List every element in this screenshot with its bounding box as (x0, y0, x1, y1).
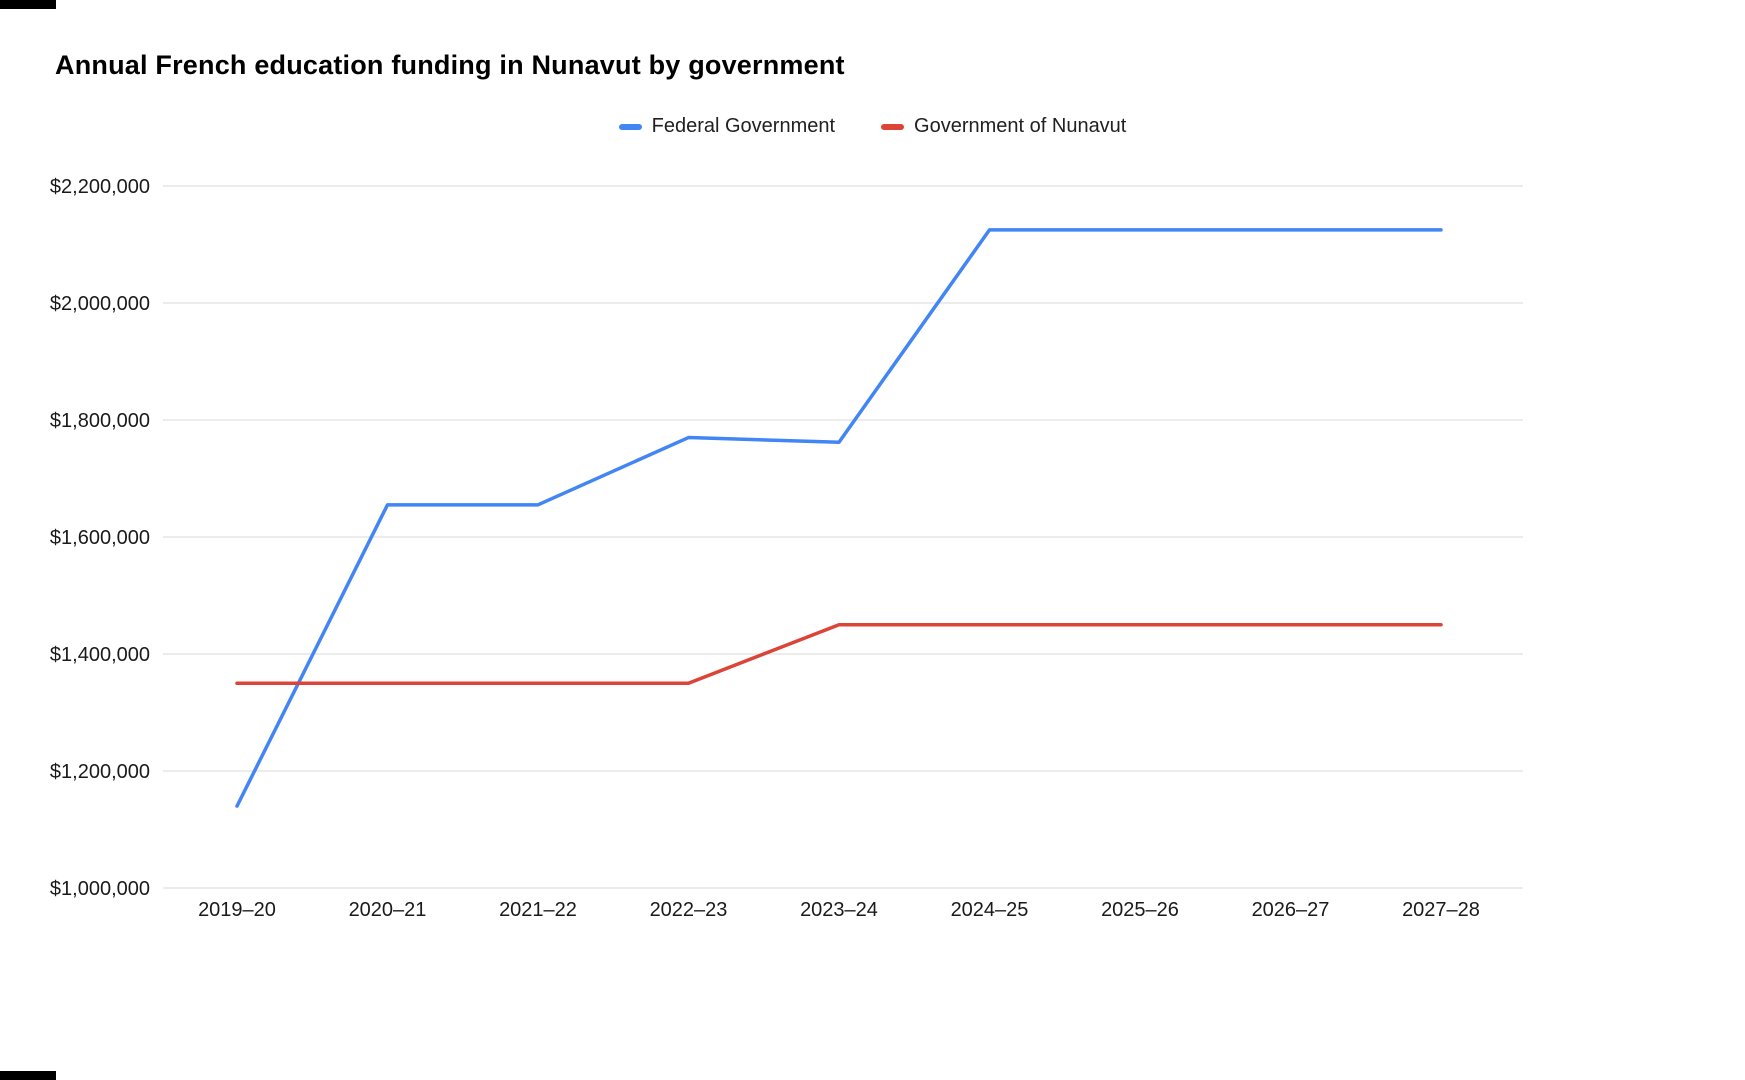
y-tick-label: $2,000,000 (50, 293, 150, 315)
y-tick-label: $1,200,000 (50, 761, 150, 783)
legend-item-government-of-nunavut: Government of Nunavut (881, 115, 1126, 138)
x-tick-label: 2022–23 (650, 899, 728, 921)
legend-swatch-government-of-nunavut (881, 123, 905, 130)
series-line-government-of-nunavut (235, 623, 1443, 685)
legend-swatch-federal-government (618, 123, 642, 130)
screen-artifact-bottom-left (0, 1071, 56, 1080)
chart-title: Annual French education funding in Nunav… (55, 50, 845, 80)
legend-item-federal-government: Federal Government (618, 115, 836, 138)
x-tick-label: 2021–22 (499, 899, 577, 921)
x-tick-label: 2025–26 (1101, 899, 1179, 921)
x-tick-label: 2019–20 (198, 899, 276, 921)
y-tick-label: $1,800,000 (50, 410, 150, 432)
legend-label-government-of-nunavut: Government of Nunavut (914, 115, 1127, 137)
y-tick-label: $2,200,000 (50, 176, 150, 198)
screen-artifact-top-left (0, 0, 56, 9)
y-tick-label: $1,600,000 (50, 527, 150, 549)
x-tick-label: 2027–28 (1402, 899, 1480, 921)
x-tick-label: 2023–24 (800, 899, 878, 921)
y-tick-label: $1,000,000 (50, 878, 150, 900)
y-tick-label: $1,400,000 (50, 644, 150, 666)
legend-label-federal-government: Federal Government (651, 115, 836, 137)
legend: Federal Government Government of Nunavut (0, 115, 1745, 138)
x-tick-label: 2020–21 (349, 899, 427, 921)
x-tick-label: 2026–27 (1252, 899, 1330, 921)
series-line-federal-government (235, 228, 1443, 808)
x-tick-label: 2024–25 (951, 899, 1029, 921)
